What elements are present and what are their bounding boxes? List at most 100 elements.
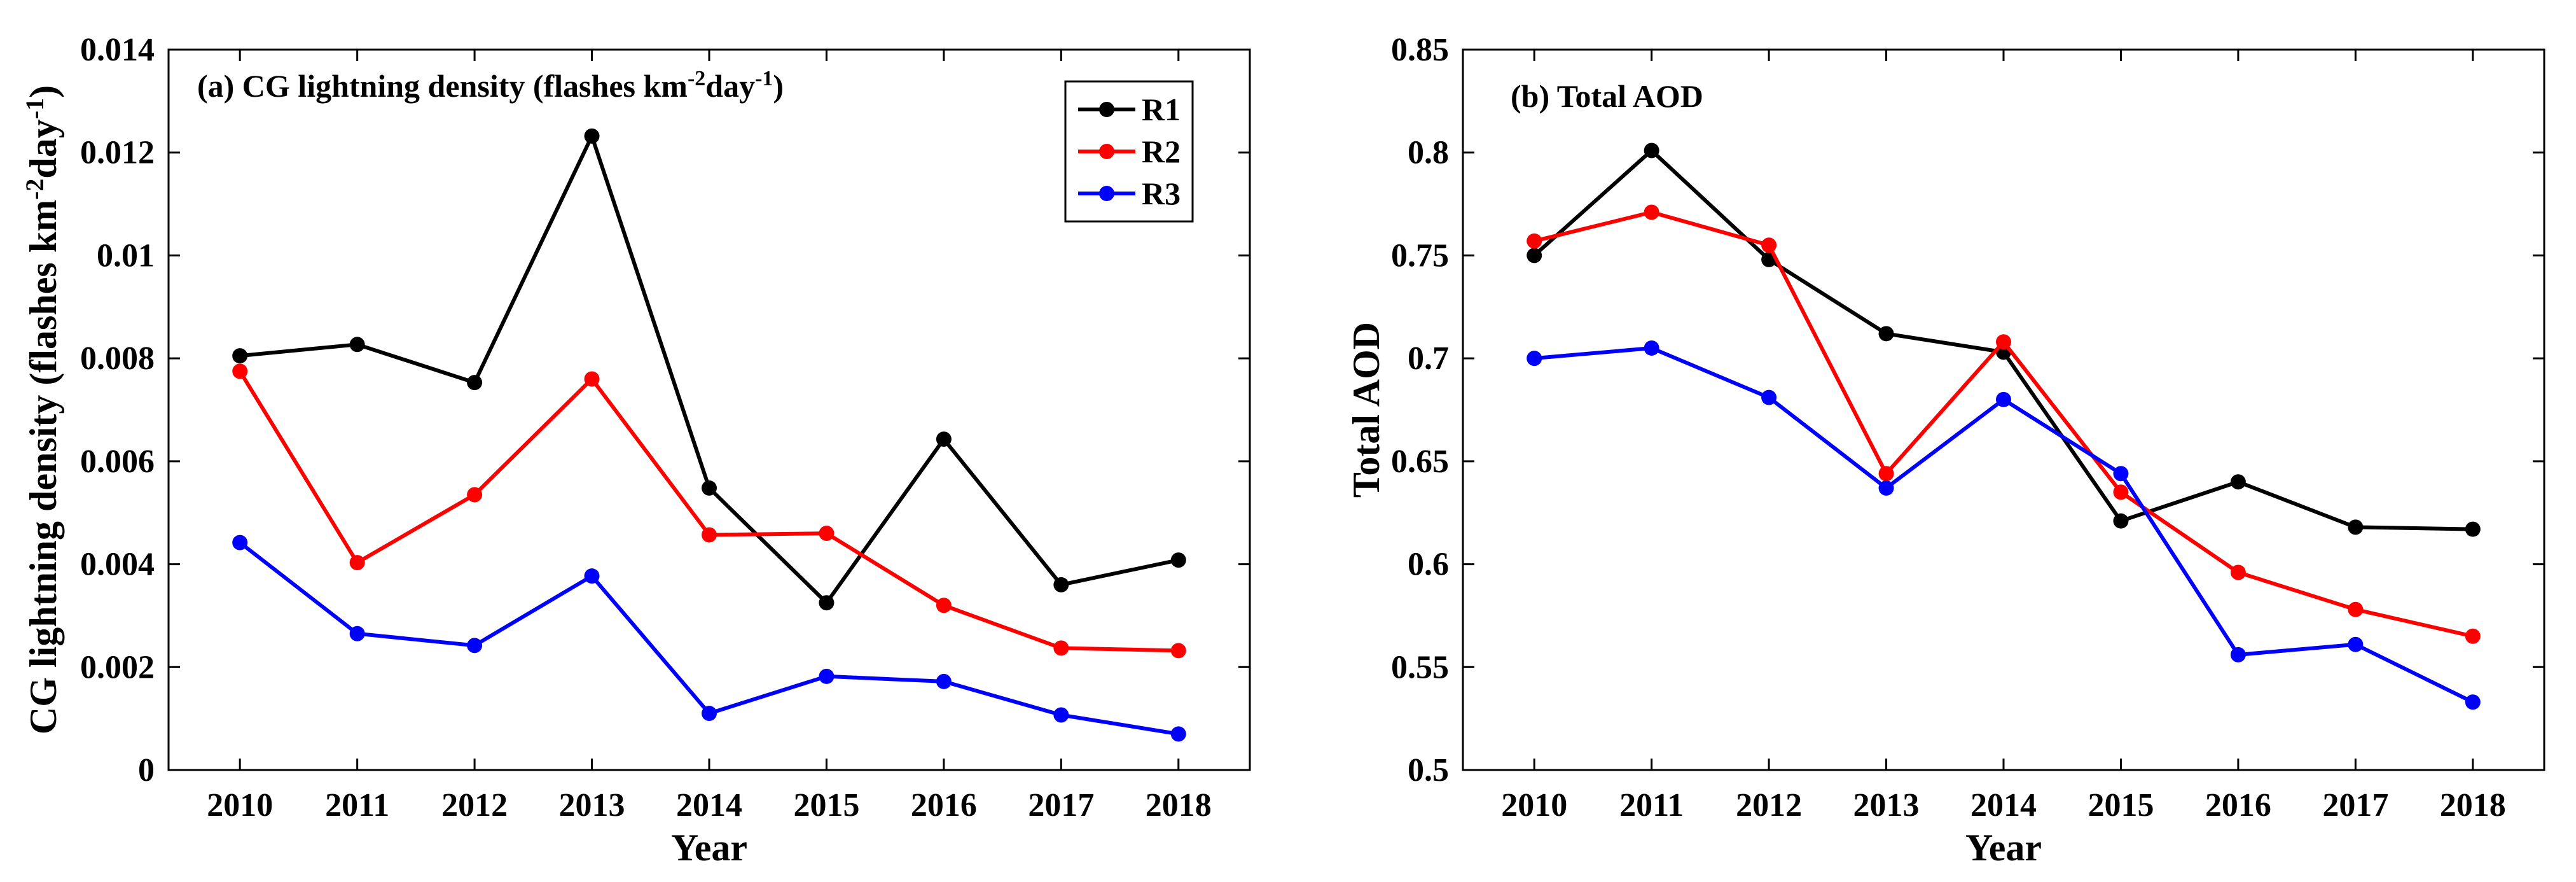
x-tick-label: 2013: [559, 787, 625, 823]
data-point-r2: [2230, 564, 2246, 580]
x-tick-label: 2017: [1028, 787, 1094, 823]
data-point-r3: [1053, 707, 1069, 723]
data-point-r2: [584, 371, 600, 387]
data-point-r1: [1053, 577, 1069, 592]
data-point-r3: [467, 638, 483, 654]
data-point-r1: [232, 348, 248, 364]
legend-marker-r3: [1099, 186, 1114, 201]
data-point-r1: [2348, 519, 2364, 535]
data-point-r2: [936, 598, 952, 613]
y-tick-label: 0.7: [1408, 340, 1449, 377]
data-point-r3: [702, 706, 717, 722]
x-ticks-a: 2010 2011 2012 2013 2014 2015 2016 2017 2018: [207, 50, 1212, 823]
y-tick-label: 0.008: [80, 340, 155, 377]
x-tick-label: 2010: [1501, 787, 1567, 823]
data-point-r3: [1527, 351, 1542, 367]
x-tick-label: 2016: [911, 787, 977, 823]
panel-title-a: (a) CG lightning density (flashes km-2da…: [197, 67, 784, 104]
data-point-r3: [1761, 389, 1777, 405]
data-point-r2: [1761, 237, 1777, 253]
x-tick-label: 2015: [2088, 787, 2154, 823]
x-ticks-b: 2010 2011 2012 2013 2014 2015 2016 2017 2018: [1501, 50, 2506, 823]
data-point-r1: [2230, 474, 2246, 490]
data-point-r1: [2465, 521, 2481, 537]
data-point-r1: [584, 128, 600, 144]
legend-label-r2: R2: [1142, 134, 1181, 169]
x-axis-title-b: Year: [1965, 827, 2042, 869]
data-point-r1: [1878, 326, 1894, 342]
data-point-r3: [584, 568, 600, 584]
x-tick-label: 2010: [207, 787, 273, 823]
data-point-r2: [1170, 643, 1186, 659]
data-point-r1: [2113, 513, 2129, 529]
data-point-r3: [2113, 466, 2129, 482]
x-tick-label: 2018: [1146, 787, 1212, 823]
data-point-r1: [1527, 248, 1542, 263]
legend-label-r1: R1: [1142, 92, 1181, 127]
data-point-r1: [1170, 552, 1186, 568]
x-tick-label: 2015: [793, 787, 859, 823]
data-point-r2: [702, 527, 717, 543]
y-tick-label: 0.85: [1391, 32, 1449, 68]
y-axis-title-b: Total AOD: [1345, 322, 1387, 498]
legend: R1 R2 R3: [1064, 80, 1194, 223]
y-tick-label: 0.75: [1391, 237, 1449, 274]
y-tick-label: 0.01: [97, 237, 155, 274]
legend-label-r3: R3: [1142, 176, 1181, 211]
y-ticks-a: 0 0.002 0.004 0.006 0.008 0.01 0.012 0.014: [80, 32, 1250, 788]
data-point-r3: [1644, 340, 1659, 356]
data-point-r2: [2348, 601, 2364, 617]
data-point-r2: [1053, 640, 1069, 656]
data-point-r3: [2465, 694, 2481, 710]
x-tick-label: 2012: [441, 787, 508, 823]
legend-items: R1 R2 R3: [1078, 92, 1181, 211]
y-tick-label: 0.55: [1391, 649, 1449, 685]
data-point-r3: [349, 626, 365, 641]
data-point-r2: [1878, 466, 1894, 482]
legend-marker-r2: [1099, 144, 1114, 159]
panel-a-lightning-chart: 0 0.002 0.004 0.006 0.008 0.01 0.012 0.014 2010…: [20, 32, 1251, 869]
y-ticks-b: 0.5 0.55 0.6 0.65 0.7 0.75 0.8 0.85: [1391, 32, 2544, 788]
data-point-r3: [2230, 647, 2246, 662]
data-point-r3: [1878, 480, 1894, 496]
y-tick-label: 0.5: [1408, 752, 1449, 788]
x-tick-label: 2018: [2440, 787, 2506, 823]
x-tick-label: 2017: [2322, 787, 2388, 823]
series-a: [232, 128, 1186, 742]
data-point-r3: [232, 535, 248, 550]
y-tick-label: 0.012: [80, 135, 155, 171]
data-point-r2: [467, 487, 483, 503]
y-tick-label: 0: [138, 752, 155, 788]
y-tick-label: 0.014: [80, 32, 155, 68]
data-point-r2: [2113, 484, 2129, 500]
data-point-r2: [349, 555, 365, 571]
x-tick-label: 2013: [1853, 787, 1920, 823]
data-point-r1: [467, 375, 483, 391]
data-point-r1: [1644, 143, 1659, 158]
x-tick-label: 2014: [676, 787, 742, 823]
x-tick-label: 2016: [2205, 787, 2271, 823]
data-point-r3: [1996, 391, 2011, 407]
data-point-r2: [1644, 204, 1659, 220]
y-tick-label: 0.65: [1391, 444, 1449, 480]
y-tick-label: 0.002: [80, 649, 155, 685]
data-point-r2: [2465, 628, 2481, 644]
data-point-r2: [1527, 233, 1542, 249]
data-point-r1: [702, 480, 717, 496]
y-tick-label: 0.6: [1408, 547, 1449, 583]
x-tick-label: 2012: [1736, 787, 1802, 823]
data-point-r3: [936, 673, 952, 689]
data-point-r2: [819, 526, 834, 542]
x-tick-label: 2014: [1970, 787, 2037, 823]
x-tick-label: 2011: [1619, 787, 1684, 823]
data-point-r3: [1170, 726, 1186, 742]
x-axis-title-a: Year: [671, 827, 747, 869]
panel-b-aod-chart: 0.50.550.60.650.70.750.80.85 2010 2011 201…: [1345, 32, 2545, 869]
data-point-r1: [349, 337, 365, 353]
series-b: [1527, 143, 2481, 710]
y-tick-label: 0.006: [80, 444, 155, 480]
panel-title-b: (b) Total AOD: [1511, 78, 1703, 114]
data-point-r3: [819, 668, 834, 684]
x-tick-label: 2011: [325, 787, 389, 823]
